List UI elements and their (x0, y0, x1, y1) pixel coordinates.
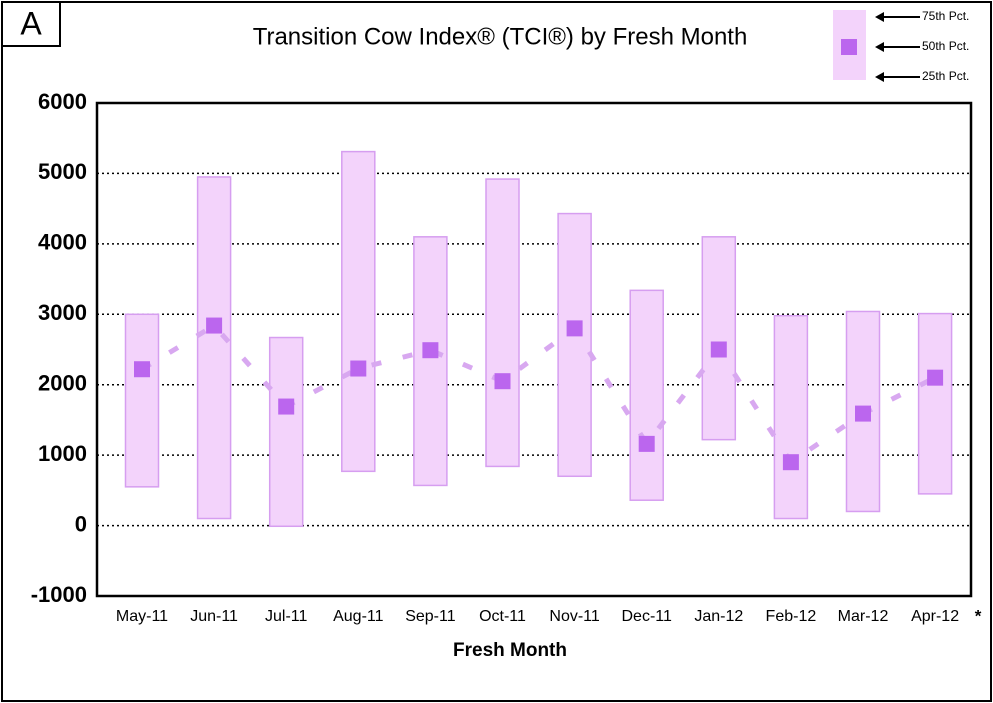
x-tick-label: Nov-11 (549, 608, 599, 625)
legend: 75th Pct. 50th Pct. 25th Pct. (833, 9, 969, 83)
median-marker (782, 454, 799, 471)
x-tick-label: Jul-11 (265, 608, 307, 625)
median-marker (710, 341, 727, 358)
median-marker (855, 405, 871, 422)
iqr-bar (341, 150, 376, 473)
y-tick-label: 6000 (38, 89, 87, 114)
panel-label: A (20, 5, 42, 41)
median-marker (350, 360, 367, 377)
plot-frame (95, 101, 973, 598)
iqr-bar (124, 313, 160, 488)
legend-arrow-head (875, 42, 884, 52)
x-tick-label: Aug-11 (333, 608, 384, 625)
legend-label: 75th Pct. (922, 9, 969, 23)
iqr-bar (917, 312, 953, 495)
median-marker (566, 320, 583, 337)
x-tick-label: Apr-12 (911, 608, 959, 625)
iqr-bar (845, 310, 881, 513)
panel-box (1, 1, 61, 47)
median-line (140, 322, 937, 466)
legend-arrow-head (875, 72, 884, 82)
iqr-bar (196, 176, 232, 520)
x-tick-label: Jan-12 (694, 608, 743, 625)
x-tick-label: Jun-11 (190, 608, 238, 625)
legend-marker (841, 39, 857, 55)
legend-label: 25th Pct. (922, 69, 969, 83)
median-marker (134, 361, 150, 378)
x-axis-label: Fresh Month (453, 640, 567, 661)
iqr-bar (413, 236, 448, 487)
x-tick-label: Oct-11 (479, 608, 526, 625)
y-tick-label: 1000 (38, 441, 87, 466)
iqr-bar (773, 314, 809, 520)
y-tick-label: 5000 (38, 159, 87, 184)
median-marker (422, 342, 439, 359)
median-marker (494, 373, 511, 390)
y-tick-label: 4000 (38, 230, 87, 255)
iqr-bar (557, 212, 592, 478)
iqr-bar (268, 336, 304, 528)
y-tick-label: 3000 (38, 300, 87, 325)
x-tick-label: Mar-12 (838, 608, 889, 625)
y-tick-label: 2000 (38, 371, 87, 396)
iqr-bar (701, 236, 737, 441)
x-tick-label: May-11 (116, 608, 168, 625)
x-tick-label: Feb-12 (766, 608, 817, 625)
x-tick-label: Dec-11 (622, 608, 672, 625)
iqr-bar (485, 178, 520, 468)
y-tick-label: 0 (75, 511, 87, 536)
legend-arrow-head (875, 12, 884, 22)
chart-title: Transition Cow Index® (TCI®) by Fresh Mo… (253, 23, 748, 50)
median-marker (278, 398, 295, 415)
x-tick-label: Sep-11 (405, 608, 456, 625)
y-tick-label: -1000 (31, 582, 87, 607)
median-marker (206, 317, 223, 334)
legend-label: 50th Pct. (922, 39, 969, 53)
median-marker (638, 435, 655, 452)
annotation: * (975, 606, 982, 625)
median-marker (927, 369, 944, 386)
iqr-bar (629, 289, 664, 501)
